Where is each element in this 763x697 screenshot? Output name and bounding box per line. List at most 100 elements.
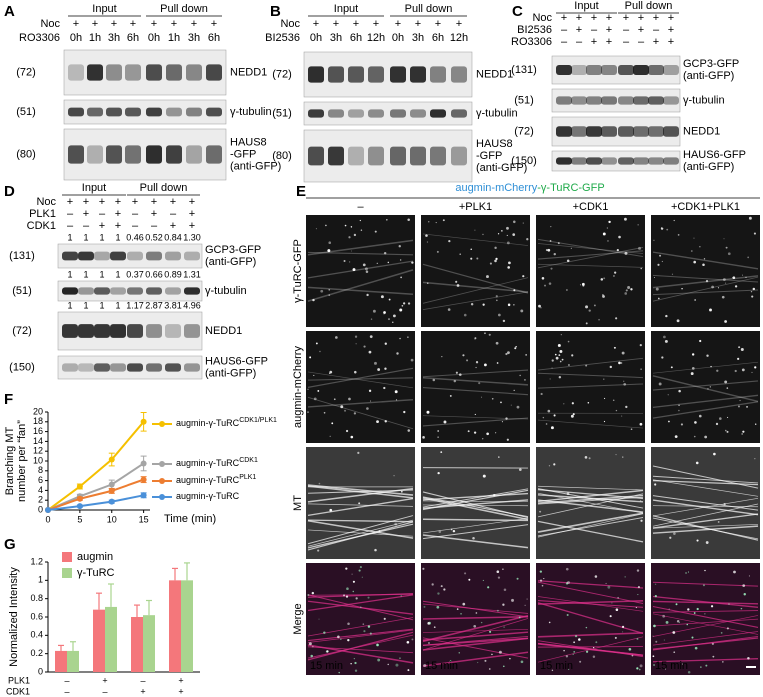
time-label: 15 min — [310, 660, 343, 672]
condition-sign: 3h — [108, 32, 120, 44]
blot-label: -GFP — [476, 150, 502, 162]
puncta — [507, 266, 510, 269]
legend-swatch — [62, 552, 72, 562]
condition-sign: – — [99, 208, 106, 220]
puncta — [345, 595, 349, 598]
puncta — [462, 602, 466, 606]
puncta — [352, 580, 355, 583]
blot-band — [146, 287, 162, 295]
puncta — [664, 339, 668, 343]
puncta — [665, 314, 668, 318]
blot-band — [186, 64, 202, 81]
puncta — [553, 463, 556, 466]
blot-band — [586, 96, 602, 105]
puncta — [343, 594, 346, 597]
puncta — [450, 528, 453, 531]
puncta — [309, 356, 312, 359]
puncta — [557, 343, 561, 347]
blot-band — [62, 251, 78, 261]
puncta — [566, 613, 569, 616]
blot-band — [556, 157, 572, 165]
blot-band — [390, 109, 406, 118]
puncta — [478, 382, 481, 385]
blot-band — [663, 126, 679, 137]
puncta — [488, 668, 491, 670]
puncta — [538, 304, 541, 308]
molecular-weight: (150) — [511, 155, 537, 167]
puncta — [734, 369, 737, 373]
microtubule — [652, 610, 759, 613]
condition-sign: + — [668, 36, 674, 48]
puncta — [384, 367, 387, 370]
puncta — [507, 303, 511, 307]
puncta — [355, 343, 357, 345]
puncta — [497, 233, 500, 235]
puncta — [394, 390, 398, 394]
puncta — [558, 354, 561, 356]
puncta — [621, 351, 625, 355]
y-axis-label: Normalized Intensity — [8, 567, 20, 667]
puncta — [702, 263, 705, 266]
puncta — [710, 605, 714, 608]
puncta — [374, 548, 377, 552]
puncta — [655, 287, 659, 291]
puncta — [663, 639, 665, 641]
blot-band — [62, 287, 78, 295]
puncta — [690, 250, 693, 252]
group-header: Input — [334, 3, 358, 15]
group-header: Pull down — [405, 3, 453, 15]
condition-name: Noc — [280, 18, 300, 30]
puncta — [511, 598, 514, 602]
blot-band — [618, 64, 634, 76]
condition-sign: + — [67, 196, 73, 208]
microtubule — [652, 375, 759, 403]
panel-letter: A — [4, 3, 15, 20]
microtubule — [307, 593, 414, 596]
puncta — [652, 635, 654, 637]
puncta — [722, 661, 724, 663]
condition-sign: + — [576, 24, 582, 36]
blot-band — [663, 96, 679, 105]
puncta — [407, 669, 410, 672]
puncta — [603, 277, 606, 280]
puncta — [374, 230, 377, 233]
blot-band — [586, 126, 602, 137]
condition-name: RO3306 — [511, 36, 552, 48]
microtubule — [537, 246, 644, 269]
puncta — [584, 456, 588, 459]
blot-band — [348, 66, 364, 83]
microtubule — [422, 629, 529, 633]
puncta — [663, 335, 666, 339]
micrograph — [651, 331, 760, 443]
x-tick-label: 0 — [45, 514, 50, 524]
puncta — [724, 320, 727, 323]
data-point — [108, 456, 115, 463]
puncta — [548, 282, 552, 285]
puncta — [426, 410, 430, 414]
x-row-name: CDK1 — [6, 686, 30, 696]
puncta — [751, 371, 753, 373]
puncta — [712, 655, 715, 658]
puncta — [497, 576, 501, 579]
puncta — [585, 322, 588, 325]
legend-label: augmin-γ-TuRCCDK1/PLK1 — [176, 417, 277, 429]
puncta — [694, 299, 697, 301]
blot-band — [184, 324, 200, 338]
puncta — [470, 257, 473, 260]
puncta — [399, 259, 402, 261]
puncta — [399, 308, 403, 312]
micrograph — [536, 331, 645, 443]
puncta — [545, 423, 548, 425]
puncta — [618, 235, 621, 239]
puncta — [458, 652, 460, 654]
condition-sign: + — [170, 220, 176, 232]
row-label: γ-TuRC-GFP — [292, 239, 304, 303]
microtubule — [537, 485, 644, 491]
puncta — [571, 354, 574, 357]
puncta — [442, 219, 445, 222]
puncta — [460, 613, 462, 615]
condition-sign: – — [591, 24, 598, 36]
puncta — [593, 304, 596, 307]
microtubule — [537, 632, 644, 638]
puncta — [678, 622, 681, 624]
